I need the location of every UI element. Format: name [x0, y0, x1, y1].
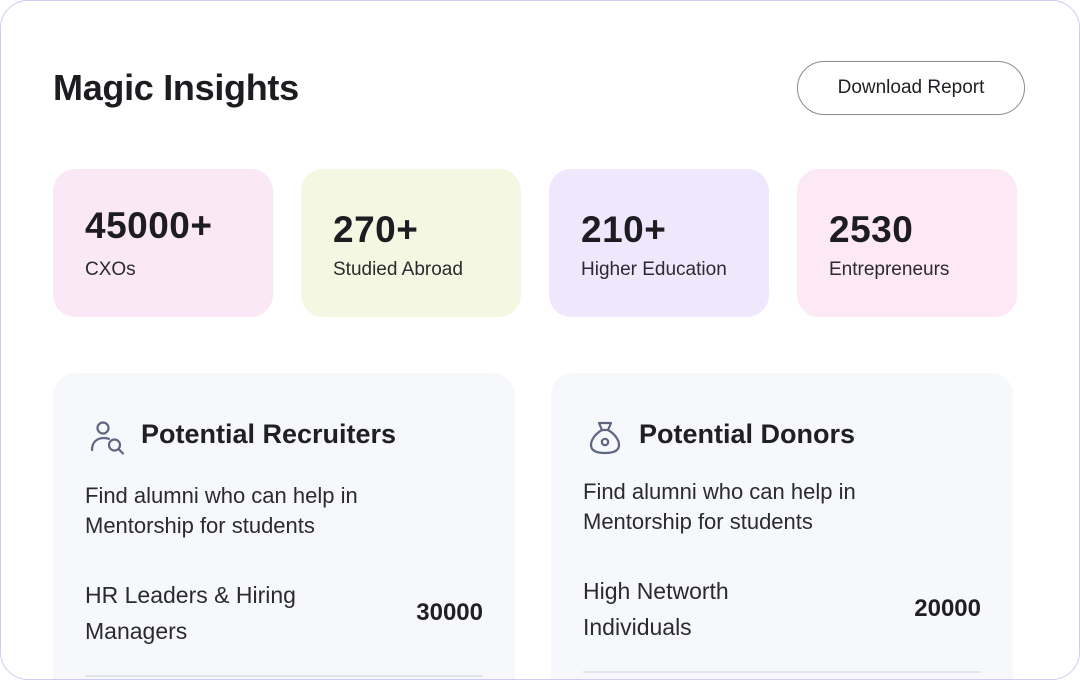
stat-value: 45000+: [85, 205, 213, 246]
panel-description: Find alumni who can help in Mentorship f…: [85, 483, 358, 538]
stat-label: CXOs: [85, 259, 136, 280]
metric-value: 30000: [416, 599, 483, 626]
money-bag-icon: [589, 421, 621, 455]
panel-description: Find alumni who can help in Mentorship f…: [583, 479, 856, 534]
panel-title: Potential Donors: [639, 419, 856, 449]
stat-card-cxos: 45000+ CXOs: [53, 169, 273, 317]
divider: [85, 675, 483, 677]
stat-value: 270+: [333, 209, 419, 250]
download-report-button[interactable]: Download Report: [797, 61, 1025, 115]
stat-label: Higher Education: [581, 259, 727, 280]
stat-label: Studied Abroad: [333, 259, 463, 280]
stat-card-entrepreneurs: 2530 Entrepreneurs: [797, 169, 1017, 317]
metric-label: High Networth Individuals: [583, 578, 729, 640]
panel-title: Potential Recruiters: [141, 419, 397, 449]
potential-recruiters-panel[interactable]: Potential Recruiters Find alumni who can…: [53, 373, 515, 679]
stat-label: Entrepreneurs: [829, 259, 950, 280]
stat-value: 2530: [829, 209, 914, 250]
stat-value: 210+: [581, 209, 667, 250]
metric-value: 20000: [914, 595, 981, 622]
potential-donors-panel[interactable]: Potential Donors Find alumni who can hel…: [551, 373, 1013, 679]
divider: [583, 671, 981, 673]
user-search-icon: [90, 421, 125, 455]
metric-label: HR Leaders & Hiring Managers: [85, 582, 296, 644]
page-title: Magic Insights: [53, 67, 299, 108]
stat-card-higher-education: 210+ Higher Education: [549, 169, 769, 317]
stat-card-studied-abroad: 270+ Studied Abroad: [301, 169, 521, 317]
